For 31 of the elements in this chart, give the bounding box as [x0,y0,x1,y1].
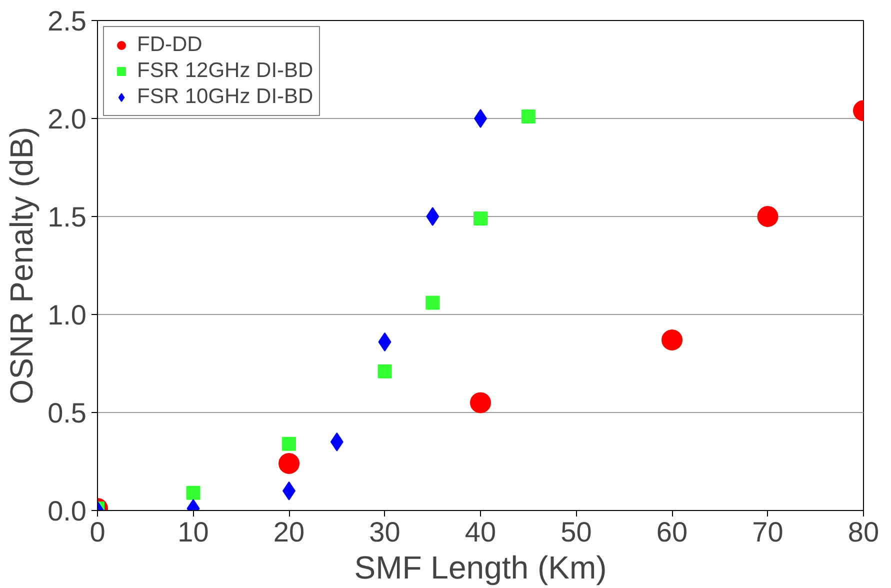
x-tick-label: 30 [369,516,400,548]
y-axis-title: OSNR Penalty (dB) [4,126,40,404]
point [662,330,682,350]
x-tick-label: 40 [464,516,496,548]
point [282,436,296,451]
point [378,364,392,378]
point [186,486,200,500]
x-tick-label: 20 [273,516,305,548]
legend-label: FD-DD [137,33,202,57]
y-tick-label: 2.0 [48,104,87,134]
legend-label: FSR 12GHz DI-BD [137,59,314,83]
y-tick-label: 0.0 [48,496,87,526]
x-tick-label: 10 [178,516,209,548]
x-tick-label: 60 [656,516,688,548]
y-tick-label: 1.5 [48,202,87,232]
x-tick-label: 70 [752,516,784,548]
point [426,207,440,226]
point [278,452,300,474]
y-tick-label: 0.5 [48,398,87,428]
x-tick-label: 0 [90,516,106,548]
x-tick-label: 80 [848,516,880,548]
x-tick-label: 50 [560,516,592,548]
y-tick-label: 1.0 [48,300,87,330]
point [470,392,491,414]
y-tick-label: 2.5 [48,6,87,36]
point [426,296,440,310]
x-axis-title: SMF Length (Km) [354,550,607,586]
legend-label: FSR 10GHz DI-BD [137,85,314,109]
point [521,110,536,124]
point [757,206,778,227]
point [474,211,488,226]
